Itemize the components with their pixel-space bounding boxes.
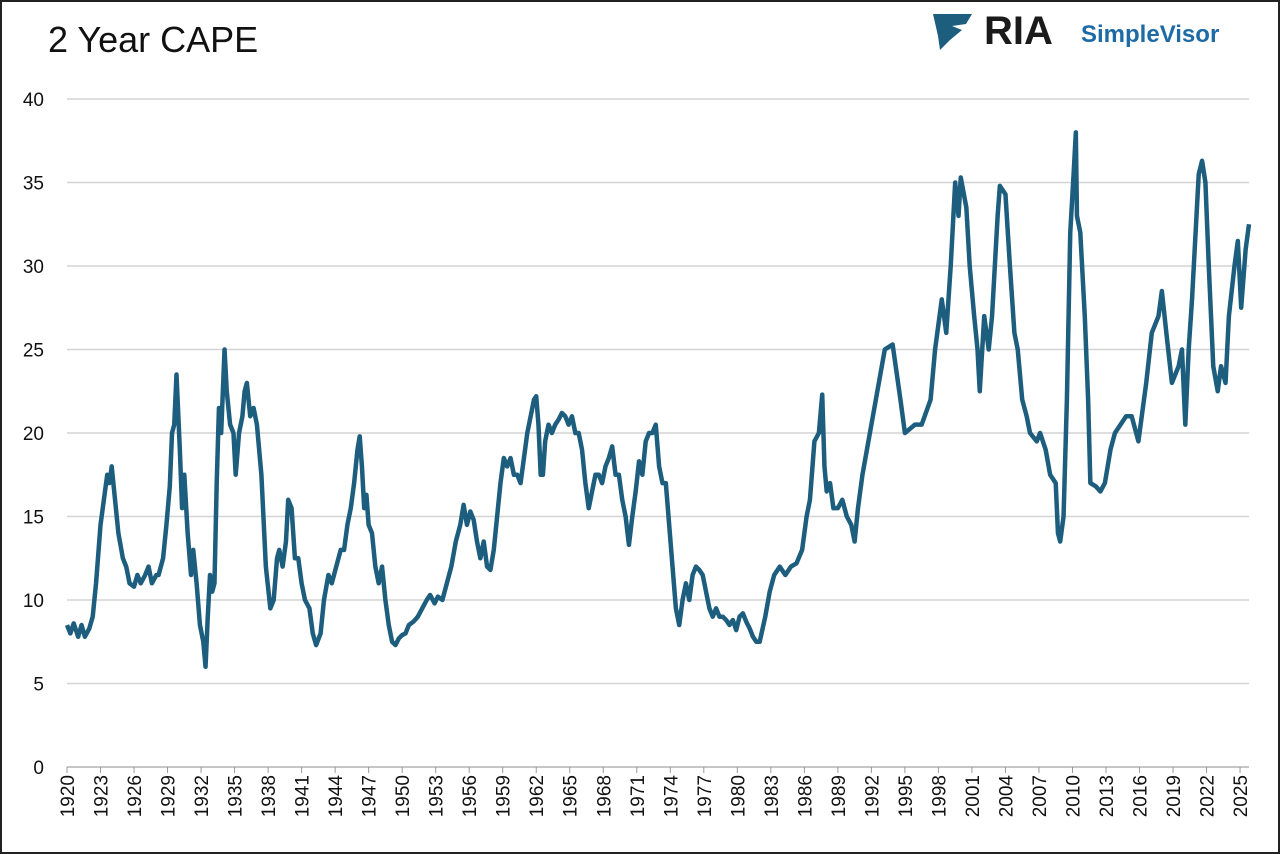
chart-title: 2 Year CAPE (48, 19, 258, 60)
x-tick-label: 1920 (58, 775, 79, 817)
y-tick-label: 40 (23, 90, 44, 111)
x-tick-label: 1998 (929, 775, 950, 817)
x-tick-label: 2025 (1231, 775, 1252, 817)
x-tick-label: 1965 (561, 775, 582, 817)
y-tick-label: 15 (23, 508, 44, 529)
x-tick-label: 2007 (1030, 775, 1051, 817)
x-tick-label: 1932 (192, 775, 213, 817)
x-tick-label: 1944 (326, 775, 347, 818)
x-tick-label: 1974 (661, 775, 682, 818)
x-tick-label: 1968 (594, 775, 615, 817)
x-tick-label: 1947 (360, 775, 381, 817)
x-tick-label: 1992 (862, 775, 883, 817)
x-tick-label: 2013 (1097, 775, 1118, 817)
logo-brand: RIA (984, 9, 1053, 53)
x-tick-label: 1929 (159, 775, 180, 817)
logo-icon (933, 14, 972, 50)
x-tick-label: 1956 (460, 775, 481, 817)
x-tick-label: 2019 (1164, 775, 1185, 817)
x-tick-label: 1935 (226, 775, 247, 817)
y-tick-label: 5 (33, 675, 44, 696)
logo: RIA SimpleVisor (933, 9, 1219, 53)
y-tick-label: 30 (23, 257, 44, 278)
data-line (64, 130, 1252, 670)
x-tick-label: 1983 (762, 775, 783, 817)
y-tick-label: 10 (23, 591, 44, 612)
x-tick-label: 2004 (996, 775, 1017, 818)
x-tick-label: 1953 (427, 775, 448, 817)
x-tick-label: 2001 (963, 775, 984, 817)
y-tick-label: 20 (23, 424, 44, 445)
x-tick-label: 2022 (1198, 775, 1219, 817)
x-tick-label: 1962 (527, 775, 548, 817)
x-tick-label: 1980 (728, 775, 749, 817)
x-tick-label: 1989 (829, 775, 850, 817)
x-tick-label: 1926 (125, 775, 146, 817)
x-tick-label: 1959 (494, 775, 515, 817)
x-tick-label: 1971 (628, 775, 649, 817)
x-tick-label: 2010 (1063, 775, 1084, 817)
y-tick-label: 0 (33, 758, 44, 779)
logo-product: SimpleVisor (1081, 21, 1219, 48)
x-tick-label: 1941 (293, 775, 314, 817)
x-tick-label: 1938 (259, 775, 280, 817)
x-tick-label: 1995 (896, 775, 917, 817)
x-tick-label: 1986 (795, 775, 816, 817)
y-tick-label: 35 (23, 174, 44, 195)
x-tick-label: 1950 (393, 775, 414, 817)
x-tick-label: 2016 (1131, 775, 1152, 817)
y-tick-label: 25 (23, 341, 44, 362)
x-tick-label: 1977 (695, 775, 716, 817)
x-tick-label: 1923 (92, 775, 113, 817)
